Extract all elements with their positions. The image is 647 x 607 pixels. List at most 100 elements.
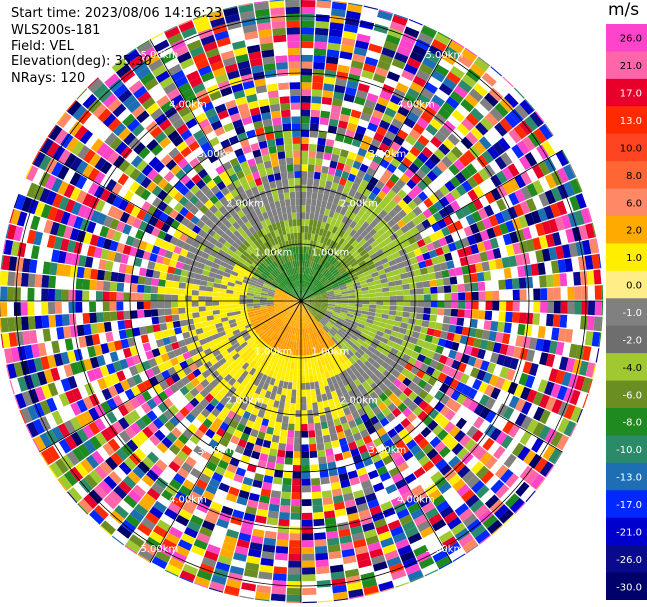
velocity-gate <box>74 462 89 478</box>
velocity-gate <box>318 344 324 352</box>
velocity-gate <box>317 284 324 290</box>
velocity-gate <box>101 388 113 401</box>
velocity-gate <box>277 532 289 541</box>
velocity-gate <box>407 401 418 412</box>
velocity-gate <box>173 229 183 239</box>
velocity-gate <box>234 263 242 270</box>
velocity-gate <box>356 125 367 135</box>
velocity-gate <box>378 392 388 402</box>
velocity-gate <box>232 221 241 230</box>
velocity-gate <box>347 203 356 212</box>
velocity-gate <box>551 260 560 274</box>
velocity-gate <box>248 218 257 227</box>
velocity-gate <box>304 362 309 370</box>
velocity-gate <box>223 382 233 392</box>
velocity-gate <box>412 375 422 385</box>
velocity-gate <box>226 182 236 192</box>
velocity-gate <box>448 455 461 469</box>
velocity-gate <box>296 307 300 315</box>
velocity-gate <box>83 494 98 509</box>
velocity-gate <box>349 372 358 382</box>
velocity-gate <box>110 271 119 282</box>
velocity-gate <box>154 237 164 248</box>
velocity-gate <box>406 87 420 100</box>
velocity-gate <box>288 283 294 290</box>
velocity-gate <box>301 478 311 486</box>
velocity-gate <box>204 550 219 562</box>
velocity-gate <box>74 125 88 141</box>
velocity-gate <box>238 270 246 276</box>
velocity-gate <box>510 477 525 493</box>
velocity-gate <box>328 35 342 45</box>
velocity-gate <box>73 373 84 387</box>
velocity-gate <box>483 271 492 281</box>
velocity-gate <box>422 57 437 70</box>
velocity-gate <box>424 301 431 308</box>
velocity-gate <box>593 316 602 332</box>
velocity-gate <box>10 378 22 394</box>
velocity-gate <box>146 487 161 501</box>
velocity-gate <box>163 205 174 216</box>
velocity-gate <box>196 373 206 383</box>
velocity-gate <box>130 155 143 168</box>
velocity-gate <box>313 171 321 180</box>
velocity-gate <box>494 102 509 118</box>
velocity-gate <box>118 391 130 404</box>
velocity-gate <box>327 544 341 553</box>
velocity-gate <box>116 282 125 292</box>
velocity-gate <box>308 260 312 268</box>
velocity-gate <box>288 319 293 326</box>
velocity-gate <box>51 177 63 193</box>
velocity-gate <box>352 387 361 396</box>
velocity-gate <box>207 365 216 375</box>
velocity-gate <box>157 189 168 201</box>
velocity-gate <box>312 219 318 228</box>
velocity-gate <box>281 292 289 297</box>
velocity-gate <box>263 241 270 250</box>
velocity-gate <box>364 395 374 404</box>
velocity-gate <box>179 385 190 396</box>
velocity-gate <box>212 296 219 301</box>
velocity-gate <box>332 352 339 361</box>
velocity-gate <box>361 252 370 260</box>
velocity-gate <box>229 233 238 242</box>
velocity-gate <box>205 291 213 297</box>
velocity-gate <box>313 248 318 256</box>
velocity-gate <box>301 75 312 83</box>
velocity-gate <box>426 350 436 359</box>
velocity-gate <box>544 381 555 396</box>
velocity-gate <box>446 151 458 164</box>
velocity-gate <box>245 212 253 221</box>
velocity-gate <box>314 301 322 304</box>
velocity-gate <box>318 214 324 222</box>
velocity-gate <box>310 285 316 292</box>
velocity-gate <box>601 285 604 300</box>
velocity-gate <box>69 172 82 187</box>
velocity-gate <box>17 346 27 361</box>
velocity-gate <box>160 222 171 233</box>
velocity-gate <box>490 66 503 77</box>
velocity-gate <box>226 308 234 313</box>
velocity-gate <box>274 294 282 297</box>
velocity-gate <box>199 338 208 346</box>
velocity-gate <box>454 266 463 276</box>
velocity-gate <box>284 332 289 340</box>
velocity-gate <box>518 277 527 289</box>
velocity-gate <box>353 215 361 224</box>
velocity-gate <box>259 453 269 462</box>
velocity-gate <box>331 8 346 18</box>
velocity-gate <box>287 430 295 438</box>
velocity-gate <box>184 391 195 402</box>
velocity-gate <box>348 588 364 599</box>
velocity-gate <box>260 236 267 244</box>
velocity-gate <box>249 375 257 384</box>
velocity-gate <box>86 245 96 257</box>
velocity-gate <box>292 478 301 486</box>
velocity-gate <box>77 145 91 160</box>
velocity-gate <box>407 210 417 221</box>
velocity-gate <box>328 28 343 38</box>
velocity-gate <box>315 331 320 339</box>
velocity-gate <box>124 388 136 401</box>
velocity-gate <box>264 316 272 322</box>
velocity-gate <box>387 352 396 361</box>
